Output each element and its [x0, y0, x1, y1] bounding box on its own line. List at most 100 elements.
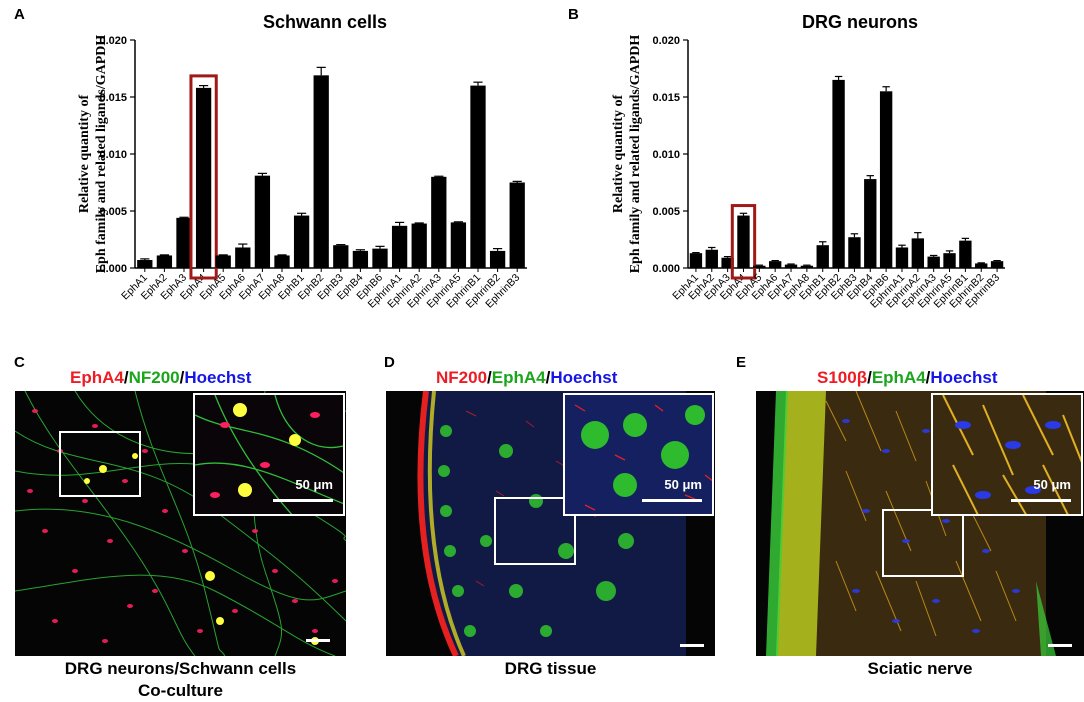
bar — [333, 245, 349, 268]
bar — [293, 215, 310, 268]
zoom-inset: 50 μm — [931, 393, 1083, 516]
bar — [489, 250, 506, 268]
highlight-box — [730, 204, 757, 280]
bar — [411, 223, 427, 268]
caption-line: DRG neurons/Schwann cells — [64, 659, 297, 678]
stain-green-label: NF200 — [128, 368, 180, 387]
stain-separator: / — [487, 368, 492, 387]
y-axis-label: Relative quantity of — [611, 95, 626, 214]
stain-blue-label: Hoechst — [930, 368, 998, 387]
bar — [391, 225, 408, 268]
stain-red-label: S100β — [817, 368, 868, 387]
bar — [975, 263, 988, 268]
bar — [195, 87, 212, 268]
stain-blue-label: Hoechst — [550, 368, 618, 387]
stain-blue-label: Hoechst — [184, 368, 252, 387]
bar — [864, 179, 877, 268]
stain-red-label: NF200 — [436, 368, 488, 387]
bar — [313, 75, 329, 268]
y-axis-label: Eph family and related ligands/GAPDH — [94, 35, 109, 274]
bar — [959, 240, 972, 268]
bar — [879, 91, 893, 268]
chart-title: DRG neurons — [802, 12, 918, 32]
stain-separator: / — [925, 368, 931, 387]
scale-bar — [680, 644, 704, 647]
bar — [470, 85, 486, 268]
bar — [352, 250, 369, 268]
highlight-box — [189, 74, 218, 280]
bar — [137, 260, 153, 268]
bar — [784, 264, 798, 268]
scale-bar-label: 50 μm — [295, 477, 333, 492]
scale-bar-label: 50 μm — [664, 477, 702, 492]
y-tick-label: 0.020 — [652, 35, 680, 47]
scale-bar — [1048, 644, 1072, 647]
region-of-interest-box — [882, 509, 964, 577]
bar — [911, 238, 925, 268]
bar — [235, 247, 251, 268]
stain-title-e: S100β/EphA4/Hoechst — [817, 368, 997, 388]
bar — [816, 245, 829, 268]
y-tick-label: 0.010 — [99, 149, 127, 161]
zoom-inset: 50 μm — [563, 393, 714, 516]
zoom-inset: 50 μm — [193, 393, 345, 516]
bar — [509, 182, 525, 268]
caption-e: Sciatic nerve — [756, 658, 1084, 680]
y-tick-label: 0.010 — [652, 149, 680, 161]
chart-title: Schwann cells — [263, 12, 387, 32]
stain-separator: / — [179, 368, 185, 387]
panel-letter-e: E — [736, 354, 747, 371]
y-tick-label: 0.020 — [99, 35, 127, 47]
stain-separator: / — [867, 368, 872, 387]
stain-separator: / — [545, 368, 551, 387]
bar — [431, 176, 447, 268]
bar — [274, 255, 290, 268]
bar — [990, 261, 1004, 268]
y-tick-label: 0.000 — [99, 263, 127, 275]
bar — [721, 257, 734, 268]
panel-letter-a: A — [14, 6, 25, 23]
caption-c: DRG neurons/Schwann cells Co-culture — [15, 658, 346, 702]
bar — [927, 256, 940, 268]
stain-red-label: EphA4 — [70, 368, 124, 387]
caption-line: Co-culture — [138, 681, 223, 700]
region-of-interest-box — [59, 431, 141, 497]
panel-letter-d: D — [384, 354, 395, 371]
scale-bar — [273, 499, 333, 502]
bar — [176, 217, 192, 268]
y-axis-label: Eph family and related ligands/GAPDH — [628, 35, 643, 274]
bar — [753, 265, 766, 268]
scale-bar — [306, 639, 330, 642]
y-tick-label: 0.015 — [652, 92, 680, 104]
stain-green-label: EphA4 — [871, 368, 926, 387]
bar — [895, 247, 909, 268]
micrograph-coculture: 50 μm — [15, 391, 346, 656]
micrograph-sciatic-nerve: 50 μm — [756, 391, 1084, 656]
stain-title-d: NF200/EphA4/Hoechst — [436, 368, 617, 388]
region-of-interest-box — [494, 497, 576, 565]
panel-letter-b: B — [568, 6, 579, 23]
bar — [450, 222, 467, 268]
bar — [768, 261, 782, 268]
y-tick-label: 0.005 — [652, 206, 680, 218]
bar — [254, 175, 271, 268]
bar — [832, 79, 845, 269]
y-tick-label: 0.015 — [99, 92, 127, 104]
caption-line: DRG tissue — [504, 659, 597, 678]
scale-bar — [1011, 499, 1071, 502]
micrograph-drg-tissue: 50 μm — [386, 391, 715, 656]
bar — [215, 255, 231, 268]
bar — [800, 265, 814, 268]
bar — [689, 253, 703, 268]
bar — [705, 249, 718, 268]
bar — [943, 253, 956, 268]
stain-green-label: EphA4 — [491, 368, 546, 387]
caption-line: Sciatic nerve — [867, 659, 973, 678]
stain-title-c: EphA4/NF200/Hoechst — [70, 368, 251, 388]
scale-bar-label: 50 μm — [1033, 477, 1071, 492]
panel-letter-c: C — [14, 354, 25, 371]
stain-separator: / — [123, 368, 129, 387]
bar — [156, 255, 173, 268]
y-axis-label: Relative quantity of — [77, 95, 92, 214]
